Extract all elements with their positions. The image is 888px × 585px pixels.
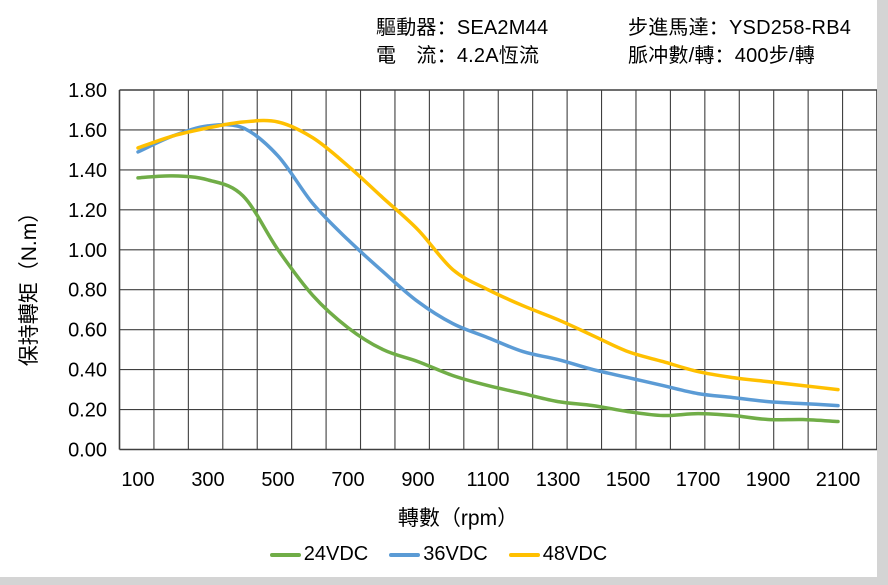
pulses-label: 脈冲數/轉： [628, 45, 735, 67]
legend-label-48vdc: 48VDC [542, 543, 608, 565]
legend-swatch-24vdc [269, 552, 301, 557]
driver-value: SEA2M44 [456, 17, 549, 39]
x-axis-tick-label: 300 [191, 469, 224, 491]
current-label: 電 流： [376, 45, 457, 67]
legend-item-24vdc: 24VDC [269, 543, 369, 566]
series-line-24vdc [136, 174, 840, 424]
header-driver: 驅動器：SEA2M44 [376, 11, 548, 40]
x-axis-tick-label: 1100 [466, 469, 509, 491]
y-axis-title: 保持轉矩（N.m） [18, 202, 41, 367]
current-value: 4.2A恆流 [456, 45, 540, 67]
legend-item-48vdc: 48VDC [508, 543, 608, 566]
motor-value: YSD258-RB4 [729, 17, 852, 39]
x-axis-tick-label: 2100 [816, 469, 861, 491]
y-axis-tick-label: 0.20 [68, 400, 107, 422]
y-axis-tick-label: 0.60 [68, 320, 107, 342]
header-pulses: 脈冲數/轉：400步/轉 [628, 39, 815, 68]
y-axis-tick-label: 0.40 [68, 360, 107, 382]
y-axis-tick-label: 1.20 [68, 200, 107, 222]
legend-label-36vdc: 36VDC [423, 543, 488, 565]
x-axis-tick-label: 500 [261, 469, 294, 491]
x-axis-tick-label: 1500 [606, 469, 651, 491]
x-axis-tick-label: 100 [121, 469, 154, 491]
series-line-48vdc [136, 118, 840, 392]
x-axis-title: 轉數（rpm） [398, 507, 518, 530]
x-axis-tick-label: 1700 [676, 469, 721, 491]
y-axis-tick-label: 1.00 [68, 240, 107, 262]
series-line-36vdc [136, 122, 840, 408]
x-axis-tick-label: 1900 [746, 469, 791, 491]
y-axis-tick-label: 1.60 [68, 120, 107, 142]
x-axis-tick-label: 1300 [536, 469, 581, 491]
legend-item-36vdc: 36VDC [389, 543, 488, 566]
legend-label-24vdc: 24VDC [303, 543, 369, 565]
chart-canvas: 驅動器：SEA2M44 電 流：4.2A恆流 步進馬達：YSD258-RB4 脈… [0, 0, 877, 577]
y-axis-tick-label: 1.80 [68, 80, 107, 102]
y-axis-tick-label: 1.40 [68, 160, 107, 182]
driver-label: 驅動器： [376, 17, 457, 39]
motor-label: 步進馬達： [628, 17, 729, 39]
torque-speed-chart: 0.00 0.20 0.40 0.60 0.80 1.00 1.20 1.40 1.60 1.80… [18, 80, 877, 530]
legend-swatch-48vdc [508, 552, 540, 557]
pulses-value: 400步/轉 [734, 45, 815, 67]
chart-legend: 24VDC 36VDC 48VDC [0, 543, 877, 566]
x-axis-tick-label: 700 [331, 469, 364, 491]
header-current: 電 流：4.2A恆流 [376, 39, 539, 68]
legend-swatch-36vdc [389, 552, 421, 557]
y-axis-tick-label: 0.00 [68, 440, 107, 462]
y-axis-tick-label: 0.80 [68, 280, 107, 302]
x-axis-tick-label: 900 [401, 469, 434, 491]
header-motor: 步進馬達：YSD258-RB4 [628, 11, 851, 40]
